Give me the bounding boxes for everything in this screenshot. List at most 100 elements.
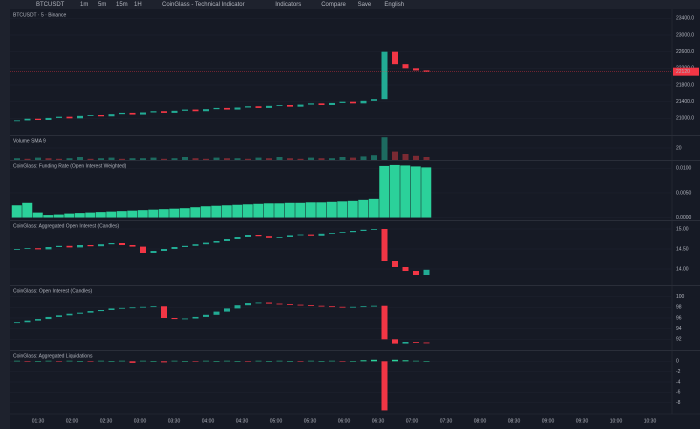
bar <box>190 207 201 218</box>
bar <box>389 164 400 218</box>
x-tick-label: 03:00 <box>134 418 147 424</box>
bar <box>392 359 398 362</box>
candle <box>329 102 335 105</box>
candle <box>423 269 430 275</box>
bar <box>182 157 188 160</box>
bar <box>77 361 83 362</box>
bar <box>53 214 64 218</box>
y-tick-label: 22600.0 <box>676 49 694 55</box>
candle <box>413 342 419 343</box>
bar <box>129 361 136 363</box>
candle <box>66 313 73 316</box>
interval-button[interactable]: 1m <box>80 2 88 8</box>
candle <box>129 307 136 309</box>
candle <box>423 342 430 344</box>
candle <box>329 306 335 308</box>
candle <box>213 311 220 315</box>
candle <box>24 118 31 121</box>
bar <box>392 151 398 160</box>
bar <box>234 158 241 160</box>
bar <box>402 154 409 160</box>
candle <box>45 316 52 320</box>
candle <box>266 105 272 108</box>
candle <box>129 245 136 247</box>
candle <box>171 110 178 113</box>
candle <box>255 302 262 304</box>
candle <box>150 111 157 113</box>
y-tick-label: 20 <box>676 145 682 151</box>
candle <box>35 248 41 250</box>
candle <box>371 99 377 101</box>
bar <box>150 157 157 160</box>
bar <box>255 360 262 362</box>
candle <box>402 64 409 69</box>
y-tick-label: 100 <box>676 294 685 300</box>
y-tick-label: 0.0050 <box>676 190 692 196</box>
candle <box>308 305 314 306</box>
bar <box>316 202 327 218</box>
candle <box>56 116 62 118</box>
candle <box>371 305 377 307</box>
bar <box>129 158 136 160</box>
bar <box>24 158 31 160</box>
bar <box>266 361 272 362</box>
candle <box>213 241 220 243</box>
bar <box>287 361 293 362</box>
pane-title: CoinGlass: Funding Rate (Open Interest W… <box>13 163 127 169</box>
candle <box>119 243 125 245</box>
bar <box>421 167 432 218</box>
candle <box>77 245 83 248</box>
bar <box>56 158 62 160</box>
x-tick-label: 05:30 <box>304 418 317 424</box>
y-tick-label: 98 <box>676 305 682 311</box>
candle <box>234 305 241 309</box>
x-tick-label: 09:00 <box>542 418 555 424</box>
bar <box>276 157 283 160</box>
bar <box>413 360 419 362</box>
candle <box>203 314 209 317</box>
candle <box>392 51 398 65</box>
candle <box>35 319 41 321</box>
toolbar-button[interactable]: Indicators <box>275 2 301 8</box>
toolbar-button[interactable]: CoinGlass - Technical Indicator <box>162 2 245 8</box>
last-price-tag <box>673 67 699 76</box>
toolbar-button[interactable]: English <box>384 2 404 8</box>
candle <box>108 114 115 117</box>
x-tick-label: 07:00 <box>406 418 419 424</box>
candle <box>392 261 398 267</box>
bar <box>371 359 377 362</box>
x-tick-label: 10:30 <box>644 418 657 424</box>
candle <box>108 243 115 245</box>
bar <box>400 165 411 218</box>
candle <box>77 312 83 314</box>
candle <box>182 245 188 247</box>
bar <box>339 157 346 160</box>
candle <box>224 107 230 110</box>
bar <box>381 361 388 411</box>
bar <box>295 202 306 218</box>
left-toolbar <box>0 9 10 429</box>
candle <box>161 249 167 251</box>
bar <box>98 158 104 160</box>
interval-button[interactable]: 1H <box>134 2 142 8</box>
candle <box>245 303 251 306</box>
bar <box>410 166 421 218</box>
x-tick-label: 05:00 <box>270 418 283 424</box>
candle <box>423 70 430 72</box>
bar <box>119 158 125 160</box>
bar <box>106 211 117 218</box>
candle <box>297 104 304 107</box>
pane-title: BTCUSDT · 5 · Binance <box>13 12 66 18</box>
candle <box>318 233 325 236</box>
interval-button[interactable]: 5m <box>98 2 106 8</box>
candle <box>45 247 52 250</box>
bar <box>32 212 43 218</box>
interval-button[interactable]: 15m <box>116 2 128 8</box>
toolbar-button[interactable]: Compare <box>321 2 346 8</box>
bar <box>108 157 115 160</box>
symbol-button[interactable]: BTCUSDT <box>36 2 65 8</box>
bar <box>423 157 430 160</box>
toolbar-button[interactable]: Save <box>358 2 372 8</box>
bar <box>234 361 241 362</box>
bar <box>66 158 73 160</box>
